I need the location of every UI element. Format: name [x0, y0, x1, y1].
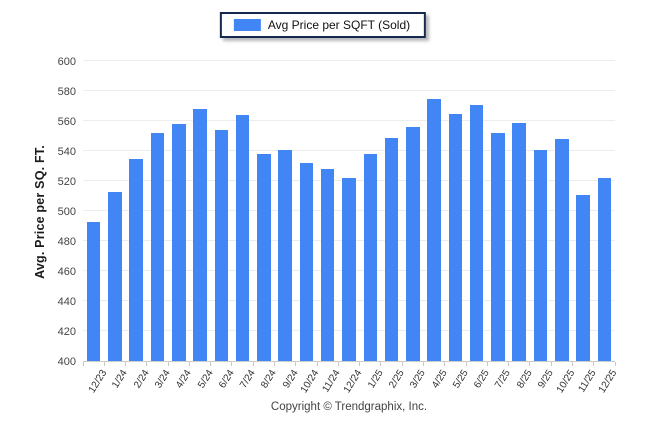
x-axis-tick: [529, 362, 531, 366]
x-tick-label: 9/24: [280, 368, 301, 391]
plot-area: 12/23 1/24 2/24 3/24 4/24 5/24 6/24 7/24 8/24 9/2…: [82, 60, 620, 395]
x-tick-label: 10/24: [299, 368, 322, 396]
x-axis-tick: [210, 362, 212, 366]
x-axis-tick: [82, 362, 84, 366]
bar-12/24: [342, 178, 356, 361]
y-tick-label: 560: [57, 115, 76, 128]
bar-5/25: [448, 113, 463, 361]
x-axis-tick: [252, 362, 254, 366]
y-tick-label: 440: [57, 295, 76, 308]
x-axis-tick: [337, 362, 339, 366]
x-tick-label: 2/24: [131, 368, 152, 391]
y-tick-label: 460: [57, 265, 76, 278]
bar-1/24: [108, 191, 122, 361]
x-tick-label: 1/24: [110, 368, 131, 391]
bar-2/24: [129, 158, 143, 361]
bar-2/25: [384, 137, 399, 361]
bar-5/24: [193, 109, 207, 361]
x-tick-label: 8/25: [514, 368, 535, 391]
x-axis-tick: [401, 362, 403, 366]
y-tick-label: 520: [57, 175, 76, 188]
x-axis-tick: [508, 362, 510, 366]
gridline: [83, 60, 615, 61]
x-axis-tick: [188, 362, 190, 366]
x-tick-label: 2/25: [387, 368, 407, 391]
bar-7/25: [491, 133, 505, 361]
x-tick-label: 10/25: [554, 368, 578, 396]
x-tick-label: 4/24: [174, 368, 195, 391]
x-axis-tick: [146, 362, 148, 366]
bar-3/24: [150, 133, 165, 361]
x-axis-tick: [316, 362, 318, 366]
x-axis-tick: [167, 362, 169, 366]
copyright-text: Copyright © Trendgraphix, Inc.: [270, 401, 428, 413]
legend: Avg Price per SQFT (Sold): [219, 12, 427, 38]
x-axis-tick: [444, 362, 446, 366]
gridline: [83, 150, 615, 151]
legend-swatch: [233, 19, 261, 31]
x-axis-tick: [486, 362, 488, 366]
x-tick-label: 5/25: [451, 368, 471, 391]
y-tick-label: 580: [57, 85, 76, 98]
x-axis-tick: [231, 362, 233, 366]
x-axis-tick: [274, 362, 276, 366]
gridline: [83, 120, 615, 121]
bar-3/25: [406, 127, 420, 361]
y-tick-label: 540: [57, 145, 76, 158]
bar-1/25: [363, 154, 378, 361]
x-tick-label: 6/25: [472, 368, 493, 391]
x-tick-label: 8/24: [259, 368, 280, 391]
x-tick-label: 3/25: [408, 368, 429, 391]
y-tick-label: 400: [57, 355, 76, 368]
x-axis-tick: [295, 362, 297, 366]
bar-4/25: [427, 98, 441, 361]
x-tick-label: 7/25: [493, 368, 514, 391]
x-axis-tick: [614, 362, 616, 366]
x-tick-label: 12/23: [86, 368, 109, 396]
x-axis-tick: [422, 362, 424, 366]
bar-11/24: [320, 169, 335, 361]
x-tick-label: 3/24: [153, 368, 173, 391]
x-axis-tick: [465, 362, 467, 366]
y-tick-label: 480: [57, 235, 76, 248]
bar-9/24: [278, 149, 292, 361]
x-axis-tick: [380, 362, 382, 366]
y-tick-label: 600: [57, 55, 76, 68]
x-axis-tick: [125, 362, 127, 366]
x-tick-label: 7/24: [238, 368, 258, 391]
x-axis-tick: [550, 362, 552, 366]
x-tick-label: 12/24: [341, 368, 365, 396]
x-tick-label: 12/25: [597, 368, 620, 396]
bar-7/24: [235, 115, 250, 361]
x-tick-label: 4/25: [429, 368, 450, 391]
bar-6/24: [214, 130, 229, 361]
x-tick-label: 6/24: [216, 368, 237, 391]
bar-10/25: [555, 139, 569, 361]
legend-label: Avg Price per SQFT (Sold): [267, 18, 411, 32]
bar-8/24: [257, 154, 271, 361]
bar-12/25: [597, 178, 612, 361]
y-tick-label: 420: [57, 325, 76, 338]
x-tick-label: 1/25: [365, 368, 386, 391]
bar-11/25: [576, 194, 590, 361]
x-axis-tick: [359, 362, 361, 366]
x-tick-label: 11/25: [576, 368, 599, 395]
bar-6/25: [469, 104, 484, 361]
x-tick-label: 11/24: [320, 368, 344, 395]
bar-10/24: [299, 163, 314, 361]
bar-8/25: [512, 122, 526, 361]
bar-12/23: [86, 221, 101, 361]
x-axis-tick: [593, 362, 595, 366]
bar-4/24: [172, 124, 186, 361]
x-tick-label: 9/25: [536, 368, 556, 391]
y-tick-label: 500: [57, 205, 76, 218]
x-axis-tick: [103, 362, 105, 366]
gridline: [83, 90, 615, 91]
x-axis-tick: [571, 362, 573, 366]
x-tick-label: 5/24: [195, 368, 216, 391]
bar-9/25: [533, 149, 548, 361]
